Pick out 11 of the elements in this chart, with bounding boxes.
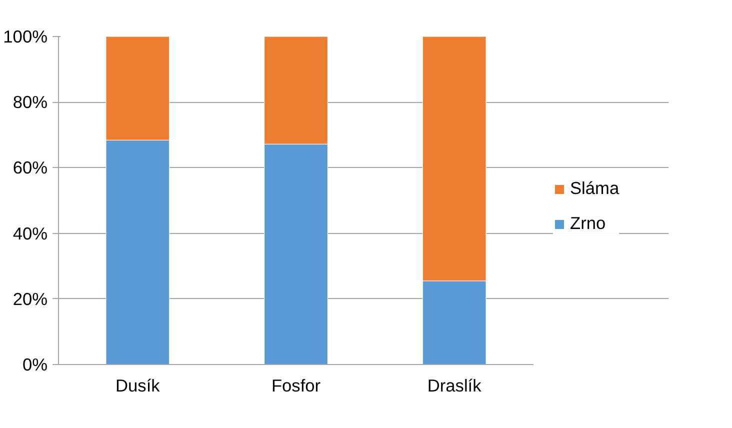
y-tick-label: 20% [12,288,48,309]
x-tick-label: Fosfor [271,376,321,396]
legend-label: Zrno [570,213,606,234]
y-tick-label: 80% [12,92,48,112]
y-tick-label: 40% [12,223,48,244]
y-tick-label: 100% [3,26,48,46]
x-tick-label: Dusík [116,376,160,396]
y-tick-label: 0% [22,354,48,374]
x-tick-label: Draslík [427,376,482,396]
y-tick-label: 60% [12,158,48,178]
legend-label: Sláma [570,178,620,199]
